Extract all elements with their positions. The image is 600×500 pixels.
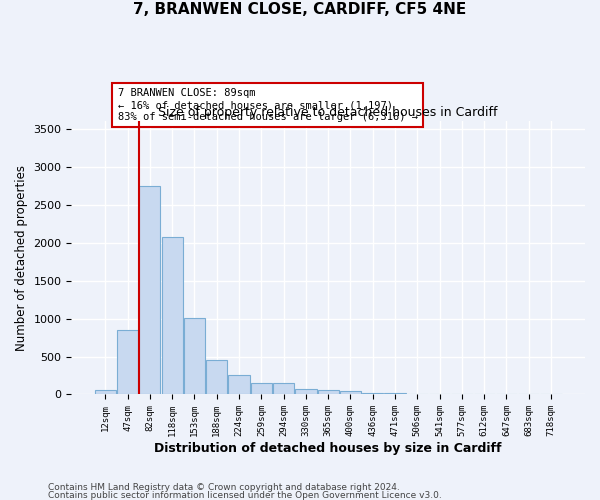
Bar	[251, 382, 272, 394]
Bar	[139, 186, 160, 394]
Bar	[362, 392, 383, 394]
Bar	[95, 390, 116, 394]
Text: Contains HM Land Registry data © Crown copyright and database right 2024.: Contains HM Land Registry data © Crown c…	[48, 483, 400, 492]
Bar	[206, 360, 227, 394]
Bar	[340, 391, 361, 394]
Text: Contains public sector information licensed under the Open Government Licence v3: Contains public sector information licen…	[48, 490, 442, 500]
Bar	[117, 330, 138, 394]
Y-axis label: Number of detached properties: Number of detached properties	[15, 165, 28, 351]
Bar	[229, 376, 250, 394]
Text: 7 BRANWEN CLOSE: 89sqm
← 16% of detached houses are smaller (1,197)
83% of semi-: 7 BRANWEN CLOSE: 89sqm ← 16% of detached…	[118, 88, 418, 122]
X-axis label: Distribution of detached houses by size in Cardiff: Distribution of detached houses by size …	[154, 442, 502, 455]
Bar	[317, 390, 339, 394]
Bar	[184, 318, 205, 394]
Text: 7, BRANWEN CLOSE, CARDIFF, CF5 4NE: 7, BRANWEN CLOSE, CARDIFF, CF5 4NE	[133, 2, 467, 18]
Title: Size of property relative to detached houses in Cardiff: Size of property relative to detached ho…	[158, 106, 498, 118]
Bar	[273, 382, 294, 394]
Bar	[161, 237, 183, 394]
Bar	[295, 389, 317, 394]
